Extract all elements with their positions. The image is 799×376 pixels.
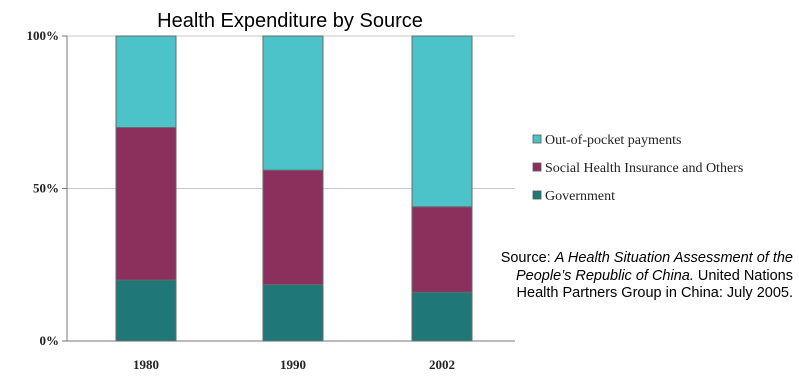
source-title: A Health Situation Assessment of the Peo… (515, 250, 793, 284)
legend-label: Social Health Insurance and Others (545, 161, 743, 176)
y-tick-label: 50% (33, 181, 59, 196)
legend-label: Government (545, 189, 615, 204)
legend-label: Out-of-pocket payments (545, 133, 681, 148)
x-tick-label: 1980 (133, 357, 159, 372)
source-note: Source: A Health Situation Assessment of… (493, 250, 793, 303)
bar-segment (411, 291, 473, 342)
legend: Out-of-pocket payments Social Health Insu… (532, 133, 743, 204)
legend-swatch (532, 162, 542, 172)
y-tick-label: 0% (40, 333, 60, 348)
y-tick-label: 100% (27, 28, 60, 43)
legend-swatch (532, 190, 542, 200)
source-suffix: United Nations Health Partners Group in … (516, 267, 793, 302)
bar-segment (262, 35, 324, 171)
bar-segment (115, 35, 177, 128)
bar-segment (411, 206, 473, 293)
bars (115, 35, 473, 342)
chart-title: Health Expenditure by Source (157, 10, 423, 32)
legend-swatch (532, 134, 542, 144)
y-axis-ticks: 0% 50% 100% (27, 28, 67, 348)
bar-segment (262, 284, 324, 342)
bar-segment (115, 127, 177, 281)
x-axis-ticks: 1980 1990 2002 (133, 357, 455, 372)
bar-segment (115, 279, 177, 342)
bar-segment (411, 35, 473, 208)
source-prefix: Source: (500, 250, 555, 266)
x-tick-label: 2002 (429, 357, 455, 372)
x-tick-label: 1990 (280, 357, 306, 372)
bar-segment (262, 169, 324, 286)
